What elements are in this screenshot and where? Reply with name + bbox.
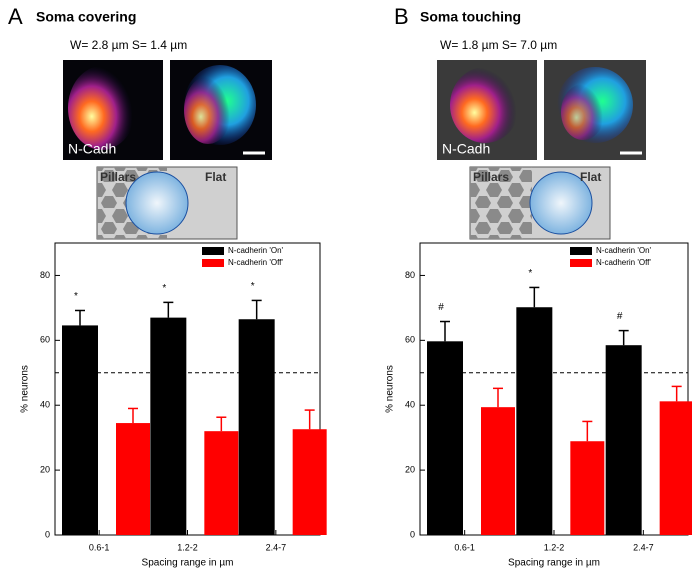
- caption: W= 1.8 µm S= 7.0 µm: [440, 38, 557, 52]
- bar: [570, 441, 605, 535]
- bar: [62, 325, 98, 535]
- legend-swatch: [570, 259, 592, 267]
- x-tick-label: 1.2-2: [544, 542, 565, 552]
- schematic-label: Flat: [205, 170, 226, 184]
- bar: [605, 345, 642, 535]
- y-tick-label: 20: [40, 464, 50, 474]
- x-tick-label: 2.4-7: [266, 542, 287, 552]
- y-tick-label: 60: [405, 335, 415, 345]
- panel-letter: B: [394, 4, 409, 29]
- y-tick-label: 0: [410, 529, 415, 539]
- soma: [125, 171, 189, 235]
- bar: [292, 429, 327, 535]
- soma: [529, 171, 593, 235]
- bar: [150, 317, 187, 535]
- image-label: N-Cadh: [442, 141, 490, 157]
- cell-signal: [561, 84, 605, 140]
- legend-label: N-cadherin 'Off': [228, 258, 283, 267]
- legend-swatch: [202, 247, 224, 255]
- y-tick-label: 0: [45, 529, 50, 539]
- legend-swatch: [202, 259, 224, 267]
- significance-marker: #: [438, 302, 444, 313]
- legend-label: N-cadherin 'Off': [596, 258, 651, 267]
- image-label: N-Cadh: [68, 141, 116, 157]
- y-axis-label: % neurons: [385, 365, 396, 413]
- y-tick-label: 60: [40, 335, 50, 345]
- significance-marker: *: [74, 291, 78, 302]
- legend-label: N-cadherin 'On': [228, 246, 284, 255]
- panel-title: Soma covering: [36, 9, 136, 25]
- x-axis-label: Spacing range in µm: [508, 558, 600, 569]
- bar: [481, 407, 515, 535]
- panel-letter: A: [8, 4, 23, 29]
- y-tick-label: 20: [405, 464, 415, 474]
- bar: [516, 307, 553, 535]
- schematic-label: Pillars: [100, 170, 136, 184]
- significance-marker: #: [617, 311, 623, 322]
- significance-marker: *: [162, 283, 166, 294]
- x-tick-label: 1.2-2: [177, 542, 198, 552]
- bar: [204, 431, 239, 535]
- cell-signal: [68, 66, 136, 150]
- y-tick-label: 80: [405, 270, 415, 280]
- pillars: [470, 167, 532, 239]
- cell-signal: [184, 76, 232, 144]
- significance-marker: *: [528, 268, 532, 279]
- cell-signal: [450, 67, 520, 143]
- x-axis-label: Spacing range in µm: [142, 558, 234, 569]
- x-tick-label: 0.6-1: [89, 542, 110, 552]
- y-tick-label: 40: [405, 400, 415, 410]
- y-axis-label: % neurons: [20, 365, 31, 413]
- significance-marker: *: [251, 281, 255, 292]
- bar: [116, 423, 150, 535]
- y-tick-label: 40: [40, 400, 50, 410]
- legend-swatch: [570, 247, 592, 255]
- x-tick-label: 0.6-1: [454, 542, 475, 552]
- bar: [659, 401, 692, 535]
- caption: W= 2.8 µm S= 1.4 µm: [70, 38, 187, 52]
- y-tick-label: 80: [40, 270, 50, 280]
- schematic-label: Flat: [580, 170, 601, 184]
- schematic-label: Pillars: [473, 170, 509, 184]
- legend-label: N-cadherin 'On': [596, 246, 652, 255]
- panel-title: Soma touching: [420, 9, 521, 25]
- x-tick-label: 2.4-7: [633, 542, 654, 552]
- bar: [238, 319, 275, 535]
- bar: [427, 341, 463, 535]
